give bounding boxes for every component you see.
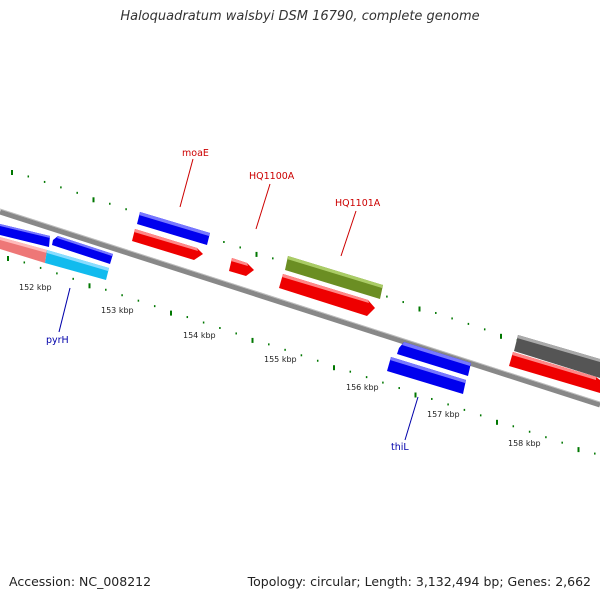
feature-cds-HQ1100A[interactable] [229, 258, 254, 276]
feature-cds-moaE-blue[interactable] [137, 212, 210, 245]
leader-thiL [404, 396, 419, 441]
scale-label-157kbp: 157 kbp [427, 410, 460, 419]
scale-label-154kbp: 154 kbp [183, 331, 216, 340]
feature-cds-left-blue[interactable] [0, 224, 50, 247]
feature-cds-pink[interactable] [0, 237, 47, 263]
accession-text: Accession: NC_008212 [9, 574, 152, 589]
leader-HQ1100A [255, 183, 271, 230]
feature-cds-blue-pyrH-region[interactable] [52, 236, 113, 264]
feature-cds-right-red[interactable] [509, 352, 600, 393]
scale-label-153kbp: 153 kbp [101, 306, 134, 315]
feature-cds-HQ1101A-red[interactable] [279, 274, 375, 316]
feature-cds-moaE-red[interactable] [132, 229, 203, 260]
leader-HQ1101A [340, 210, 357, 257]
feature-cds-thiL[interactable] [387, 357, 466, 394]
backbone-lower [0, 208, 600, 403]
gene-label-moaE[interactable]: moaE [182, 148, 209, 159]
backbone-upper [0, 209, 600, 408]
feature-cds-cyan[interactable] [45, 250, 109, 280]
feature-cds-thiL-upper[interactable] [397, 342, 471, 376]
inner-scale-ticks [7, 256, 596, 455]
gene-label-HQ1101A[interactable]: HQ1101A [335, 198, 381, 209]
topology-text: Topology: circular; Length: 3,132,494 bp… [247, 574, 591, 589]
gene-label-HQ1100A[interactable]: HQ1100A [249, 171, 295, 182]
scale-label-155kbp: 155 kbp [264, 355, 297, 364]
feature-cds-right-gray[interactable] [514, 335, 600, 378]
leader-moaE [179, 158, 194, 208]
scale-label-156kbp: 156 kbp [346, 383, 379, 392]
feature-cds-HQ1101A-olive[interactable] [285, 256, 383, 299]
leader-pyrH [58, 287, 71, 333]
map-title: Haloquadratum walsbyi DSM 16790, complet… [120, 9, 480, 24]
gene-label-thiL[interactable]: thiL [391, 442, 409, 453]
gene-label-pyrH[interactable]: pyrH [46, 335, 69, 346]
scale-label-158kbp: 158 kbp [508, 439, 541, 448]
scale-label-152kbp: 152 kbp [19, 283, 52, 292]
